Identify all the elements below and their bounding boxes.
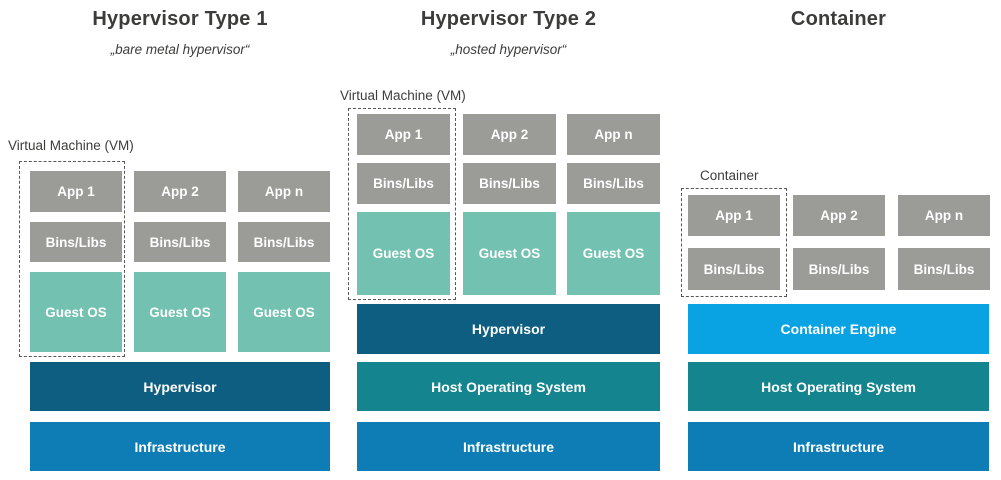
- host-os-bar: Host Operating System: [688, 362, 989, 411]
- column-title-hypervisor-type-1: Hypervisor Type 1: [92, 8, 268, 30]
- app-block: App 1: [357, 114, 450, 155]
- guest-os-block: Guest OS: [30, 272, 122, 352]
- guest-os-block: Guest OS: [463, 212, 556, 295]
- bins-libs-block: Bins/Libs: [898, 248, 990, 290]
- bins-libs-block: Bins/Libs: [357, 163, 450, 204]
- infrastructure-bar: Infrastructure: [30, 422, 330, 471]
- app-block: App 2: [463, 114, 556, 155]
- guest-os-block: Guest OS: [134, 272, 226, 352]
- app-block: App n: [238, 171, 330, 212]
- app-block: App 1: [30, 171, 122, 212]
- app-block: App 2: [793, 195, 885, 236]
- hypervisor-bar: Hypervisor: [357, 304, 660, 354]
- vm-dashed-outline: [19, 161, 125, 357]
- host-os-bar: Host Operating System: [357, 362, 660, 411]
- column-subtitle-hypervisor-type-2: „hosted hypervisor“: [450, 42, 567, 57]
- infrastructure-bar: Infrastructure: [357, 422, 660, 471]
- infrastructure-bar: Infrastructure: [688, 422, 989, 471]
- guest-os-block: Guest OS: [238, 272, 330, 352]
- column-subtitle-hypervisor-type-1: „bare metal hypervisor“: [110, 42, 250, 57]
- bins-libs-block: Bins/Libs: [30, 222, 122, 262]
- app-block: App n: [898, 195, 990, 236]
- bins-libs-block: Bins/Libs: [463, 163, 556, 204]
- container-group-label: Container: [700, 168, 759, 183]
- app-block: App 2: [134, 171, 226, 212]
- bins-libs-block: Bins/Libs: [567, 163, 660, 204]
- guest-os-block: Guest OS: [567, 212, 660, 295]
- bins-libs-block: Bins/Libs: [793, 248, 885, 290]
- column-title-container: Container: [790, 8, 887, 30]
- app-block: App n: [567, 114, 660, 155]
- vm-dashed-outline: [348, 108, 456, 300]
- vm-group-label: Virtual Machine (VM): [340, 88, 466, 103]
- guest-os-block: Guest OS: [357, 212, 450, 295]
- container-engine-bar: Container Engine: [688, 304, 989, 354]
- vm-group-label: Virtual Machine (VM): [8, 138, 134, 153]
- bins-libs-block: Bins/Libs: [688, 248, 780, 290]
- bins-libs-block: Bins/Libs: [134, 222, 226, 262]
- app-block: App 1: [688, 195, 780, 236]
- container-dashed-outline: [681, 188, 787, 297]
- hypervisor-bar: Hypervisor: [30, 362, 330, 411]
- column-title-hypervisor-type-2: Hypervisor Type 2: [420, 8, 597, 30]
- bins-libs-block: Bins/Libs: [238, 222, 330, 262]
